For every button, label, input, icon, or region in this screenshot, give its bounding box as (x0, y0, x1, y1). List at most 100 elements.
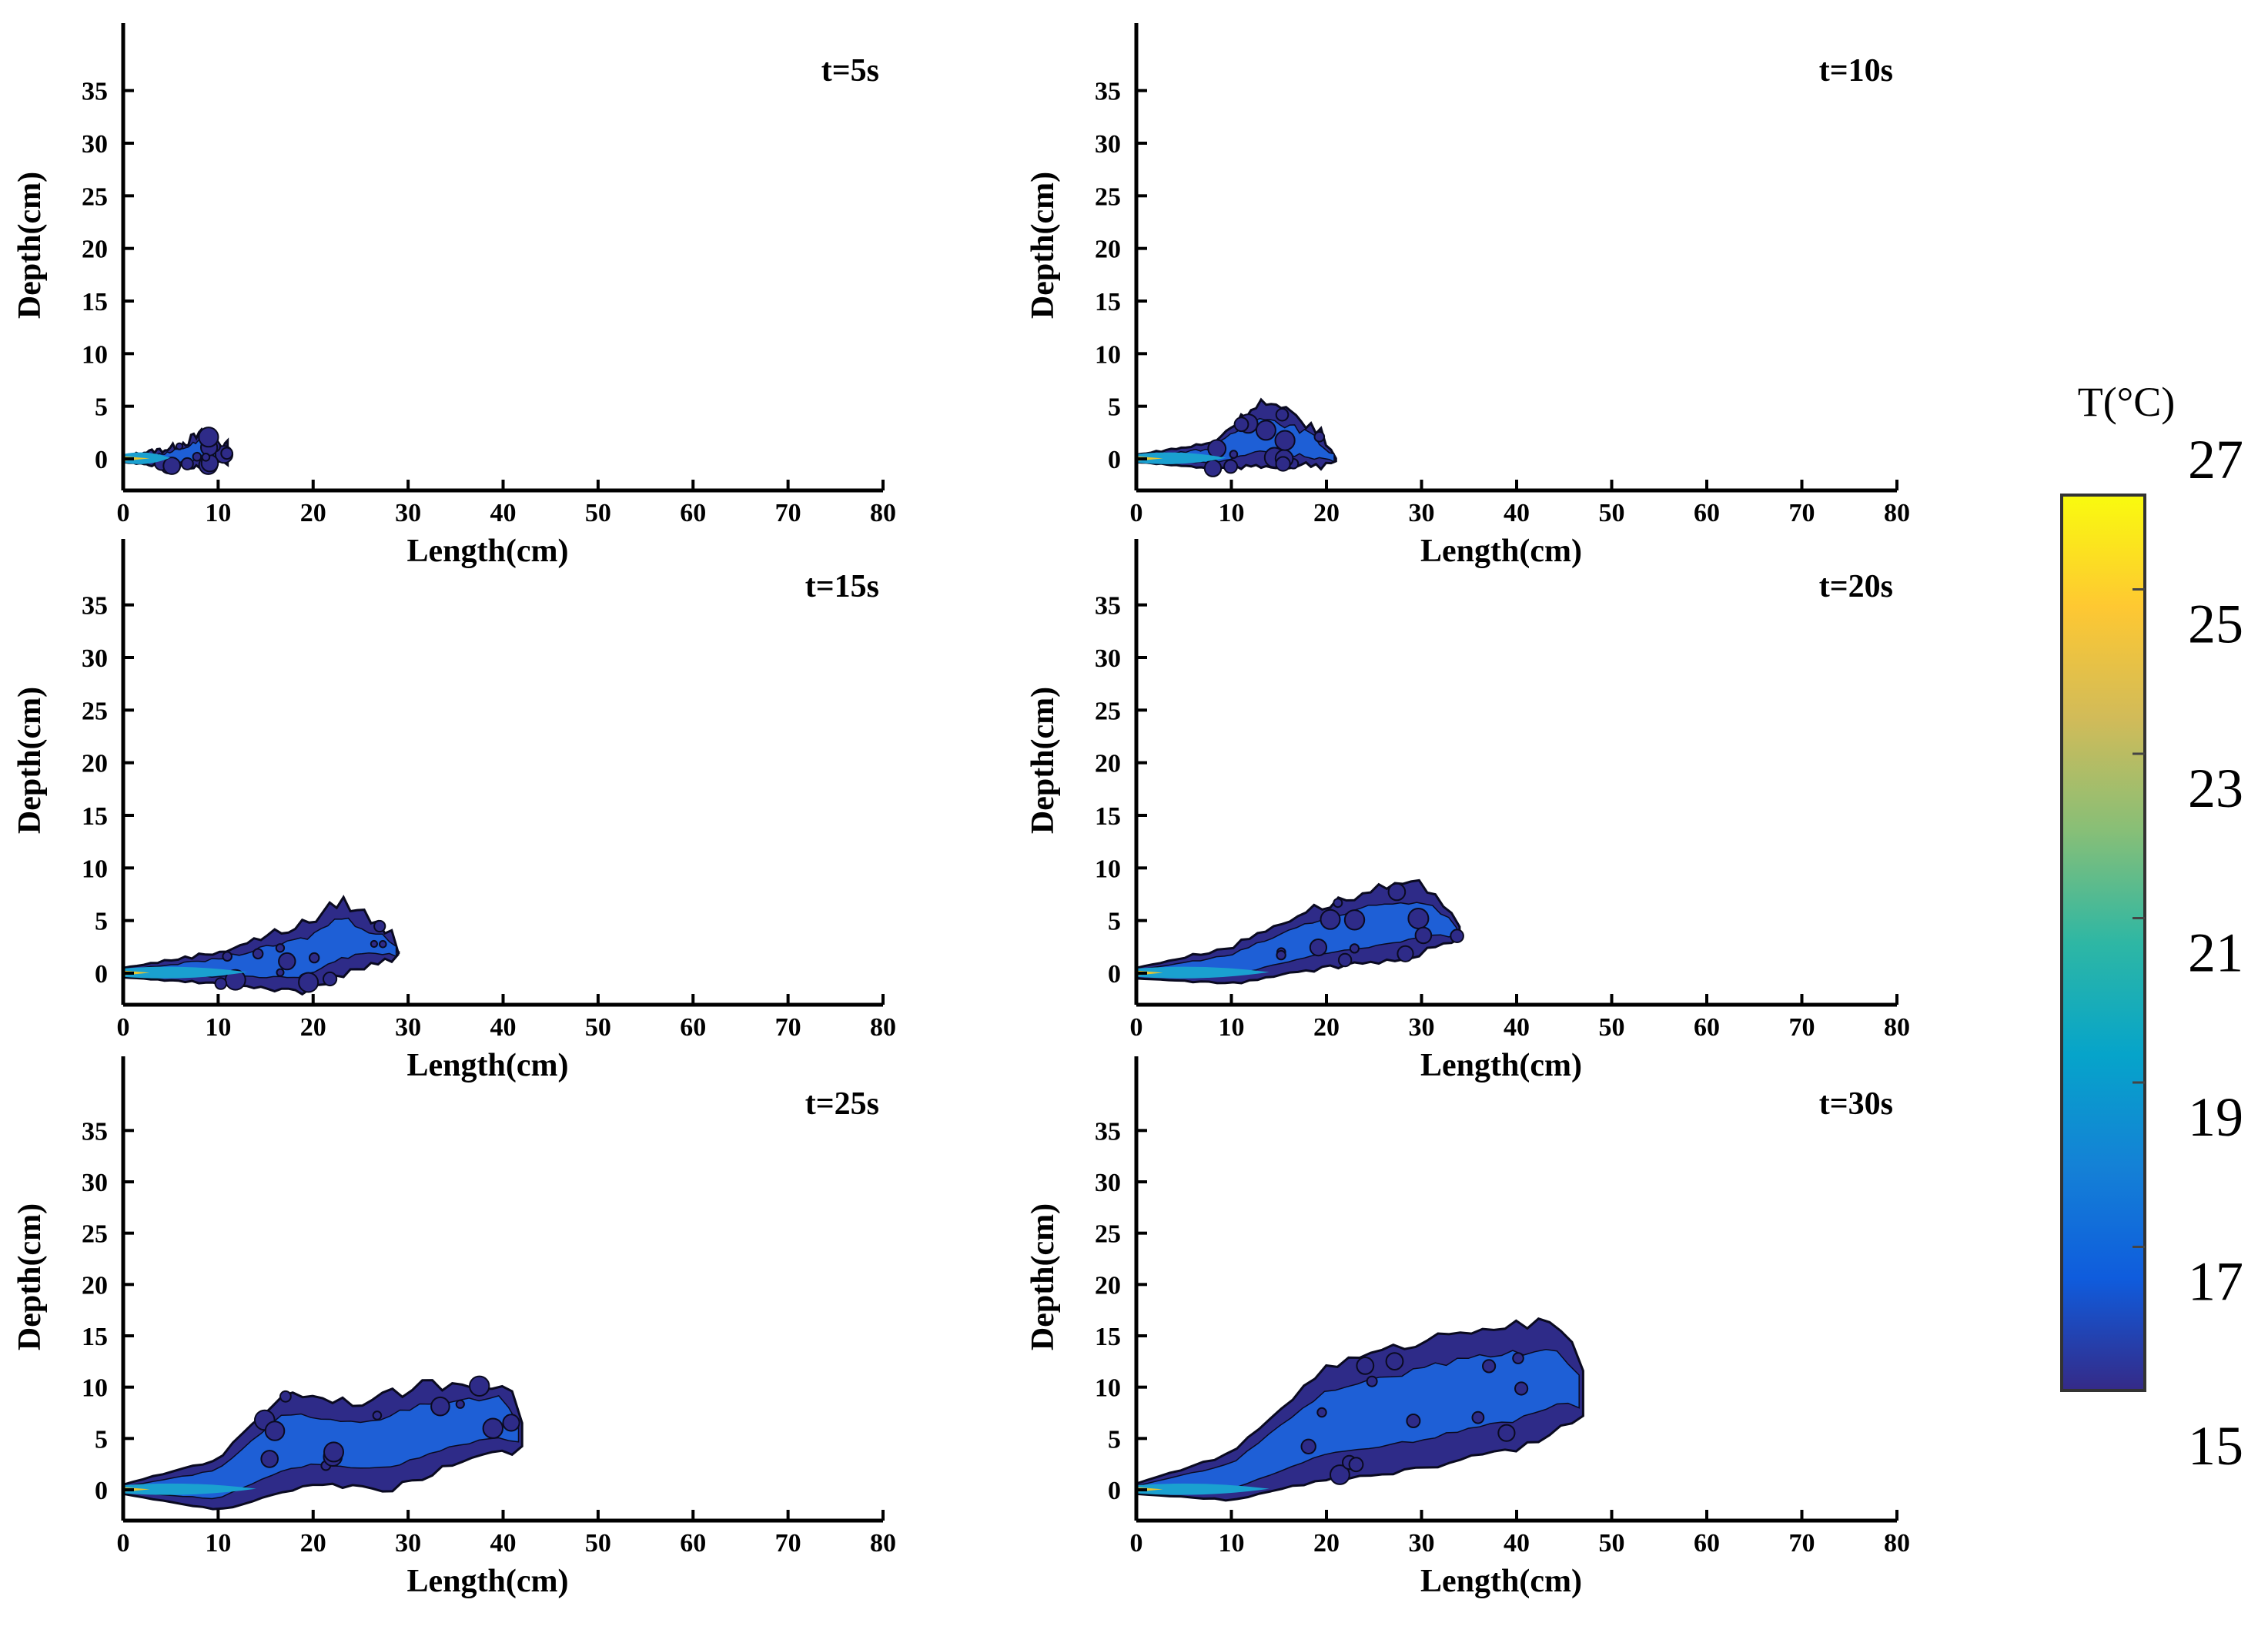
plume-blob (502, 1414, 520, 1432)
x-tick-label: 50 (1599, 499, 1625, 527)
x-tick-label: 10 (205, 1013, 231, 1042)
plume (1135, 878, 1464, 985)
y-tick-label: 35 (1095, 1117, 1121, 1146)
plume-blob (275, 943, 286, 953)
x-tick-label: 20 (300, 499, 326, 527)
plume-blob (1471, 1410, 1485, 1424)
plume-blob (1512, 1352, 1524, 1364)
plume-blob (1397, 945, 1414, 962)
plume-blob (1348, 1457, 1364, 1473)
x-tick-label: 0 (117, 1529, 130, 1558)
y-tick-label: 10 (82, 1374, 108, 1403)
x-tick-label: 70 (775, 1529, 801, 1558)
x-tick-label: 50 (1599, 1013, 1625, 1042)
colorbar-tick-label: 15 (2188, 1415, 2243, 1477)
colorbar-title: T(°C) (2078, 379, 2176, 425)
plume-blob (1309, 939, 1328, 957)
y-tick-label: 15 (1095, 288, 1121, 316)
plume-mid-region (122, 917, 397, 979)
panel-title: t=20s (1819, 569, 1893, 604)
plume-blob (323, 1441, 344, 1463)
plume-mid-region (122, 1395, 520, 1500)
y-tick-label: 25 (1095, 1220, 1121, 1249)
y-tick-label: 30 (82, 1169, 108, 1197)
plume-blob (1274, 430, 1296, 451)
colorbar-gradient (2060, 494, 2146, 1392)
plume-blob (198, 427, 219, 448)
y-tick-label: 25 (1095, 182, 1121, 211)
plume-blob (430, 1396, 450, 1417)
y-tick-label: 15 (82, 802, 108, 831)
panel-title: t=25s (805, 1086, 879, 1122)
plume-inner-region (1136, 452, 1226, 464)
plume-blob (278, 952, 296, 971)
x-axis-label: Length(cm) (1420, 1048, 1582, 1083)
plume-blob (1482, 1359, 1497, 1374)
x-tick-label: 0 (117, 1013, 130, 1042)
y-tick-label: 35 (82, 78, 108, 106)
y-tick-label: 15 (82, 1323, 108, 1351)
y-tick-label: 25 (82, 182, 108, 211)
x-tick-label: 20 (300, 1529, 326, 1558)
plume (1135, 1317, 1584, 1502)
y-tick-label: 5 (1108, 1425, 1121, 1454)
x-tick-label: 70 (775, 499, 801, 527)
x-tick-label: 40 (1504, 1013, 1530, 1042)
plume-blob (1387, 882, 1407, 902)
x-tick-label: 60 (1694, 1529, 1720, 1558)
plume-blob (1366, 1375, 1378, 1387)
plume-inner-region (123, 1483, 256, 1495)
y-tick-label: 0 (1108, 446, 1121, 474)
plume-blob (1276, 949, 1286, 961)
panel-6: 0 10 20 30 40 50 60 70 80 0 5 10 15 20 25 30 35 Length(cm… (1025, 1056, 1910, 1599)
y-tick-label: 5 (95, 393, 108, 422)
x-tick-label: 70 (1789, 499, 1815, 527)
plume-blob (1514, 1381, 1529, 1396)
x-tick-label: 70 (1789, 1529, 1815, 1558)
y-axis-label: Depth(cm) (1025, 172, 1061, 319)
x-tick-label: 70 (775, 1013, 801, 1042)
y-tick-label: 25 (1095, 697, 1121, 725)
colorbar-tick-label: 25 (2188, 594, 2243, 655)
x-tick-label: 30 (395, 1529, 421, 1558)
plume-blob (1233, 417, 1249, 433)
y-tick-label: 25 (82, 697, 108, 725)
plume-blob (162, 457, 182, 475)
plume-blob (469, 1375, 490, 1397)
y-tick-label: 20 (82, 236, 108, 264)
x-tick-label: 10 (205, 1529, 231, 1558)
y-tick-label: 5 (1108, 908, 1121, 936)
y-tick-label: 20 (1095, 750, 1121, 778)
x-tick-label: 50 (585, 1013, 611, 1042)
plume-mid-region (1136, 1349, 1580, 1493)
plume-blob (379, 940, 387, 949)
plume-blob (1275, 407, 1290, 422)
x-tick-label: 60 (680, 1013, 706, 1042)
x-tick-label: 40 (490, 499, 517, 527)
panel-2: 0 10 20 30 40 50 60 70 80 0 5 10 15 20 25 30 35 Length(cm… (1025, 23, 1910, 569)
plume-blob (175, 442, 184, 450)
x-tick-label: 80 (870, 499, 896, 527)
plume-blob (252, 948, 264, 960)
y-tick-label: 10 (82, 340, 108, 369)
x-tick-label: 20 (1313, 1013, 1340, 1042)
panel-title: t=5s (821, 53, 879, 89)
y-tick-label: 5 (95, 1425, 108, 1454)
plume-blob (192, 451, 202, 462)
plume-inner-region (1136, 1483, 1269, 1495)
plume-blob (1316, 1407, 1327, 1418)
plume-blob (214, 977, 228, 990)
y-axis-label: Depth(cm) (12, 687, 48, 834)
x-tick-label: 80 (1884, 1529, 1910, 1558)
x-tick-label: 30 (1409, 1013, 1435, 1042)
plume (122, 427, 234, 475)
plume-blob (264, 1421, 286, 1441)
x-axis-label: Length(cm) (407, 1048, 569, 1083)
plume-blob (276, 968, 285, 977)
x-tick-label: 20 (1313, 499, 1340, 527)
x-tick-label: 10 (1219, 499, 1245, 527)
y-tick-label: 15 (1095, 802, 1121, 831)
y-tick-label: 5 (95, 908, 108, 936)
y-tick-label: 30 (82, 644, 108, 673)
colorbar-tick-label: 21 (2188, 922, 2243, 984)
